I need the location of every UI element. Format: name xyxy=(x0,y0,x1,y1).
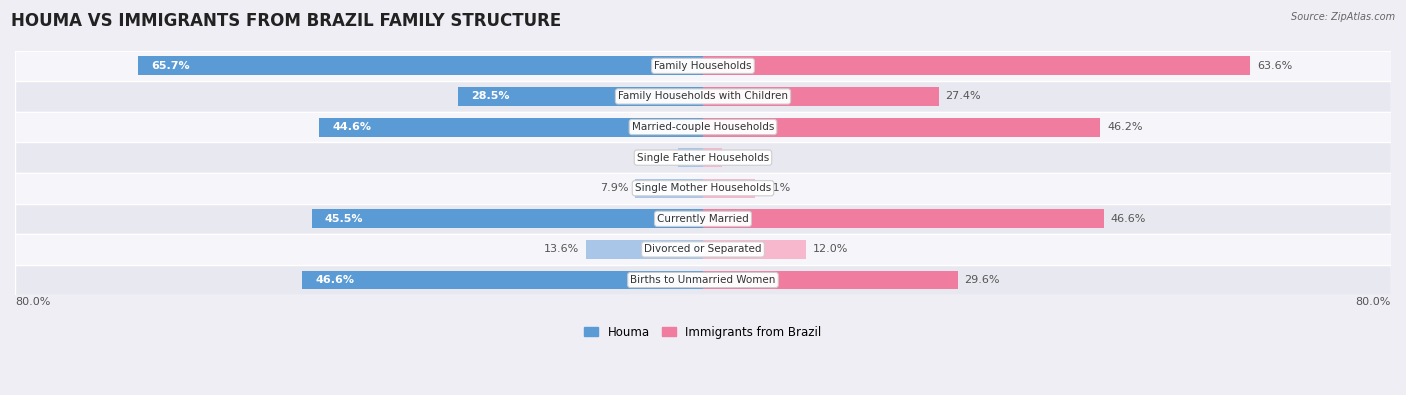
Text: Family Households: Family Households xyxy=(654,61,752,71)
Text: 2.2%: 2.2% xyxy=(728,152,758,163)
Bar xyxy=(703,118,1101,137)
Text: 46.6%: 46.6% xyxy=(315,275,354,285)
Bar xyxy=(15,173,1391,203)
Bar xyxy=(302,271,703,290)
Text: Source: ZipAtlas.com: Source: ZipAtlas.com xyxy=(1291,12,1395,22)
Text: HOUMA VS IMMIGRANTS FROM BRAZIL FAMILY STRUCTURE: HOUMA VS IMMIGRANTS FROM BRAZIL FAMILY S… xyxy=(11,12,561,30)
Bar xyxy=(458,87,703,106)
Bar xyxy=(15,234,1391,265)
Bar xyxy=(586,240,703,259)
Bar xyxy=(15,81,1391,112)
Text: 65.7%: 65.7% xyxy=(150,61,190,71)
Bar xyxy=(15,142,1391,173)
Bar xyxy=(703,148,721,167)
Text: 27.4%: 27.4% xyxy=(945,91,981,102)
Bar xyxy=(15,203,1391,234)
Text: 63.6%: 63.6% xyxy=(1257,61,1292,71)
Text: 29.6%: 29.6% xyxy=(965,275,1000,285)
Text: 12.0%: 12.0% xyxy=(813,245,848,254)
Text: Family Households with Children: Family Households with Children xyxy=(619,91,787,102)
Text: 45.5%: 45.5% xyxy=(325,214,363,224)
Text: 80.0%: 80.0% xyxy=(15,297,51,307)
Bar xyxy=(636,179,703,198)
Legend: Houma, Immigrants from Brazil: Houma, Immigrants from Brazil xyxy=(579,321,827,343)
Bar xyxy=(703,179,755,198)
Bar xyxy=(703,209,1104,228)
Bar xyxy=(703,271,957,290)
Text: 44.6%: 44.6% xyxy=(332,122,371,132)
Bar xyxy=(138,56,703,75)
Text: Currently Married: Currently Married xyxy=(657,214,749,224)
Text: Births to Unmarried Women: Births to Unmarried Women xyxy=(630,275,776,285)
Bar xyxy=(15,51,1391,81)
Text: 46.2%: 46.2% xyxy=(1107,122,1143,132)
Text: 80.0%: 80.0% xyxy=(1355,297,1391,307)
Text: 6.1%: 6.1% xyxy=(762,183,790,193)
Bar xyxy=(703,240,806,259)
Bar xyxy=(319,118,703,137)
Text: Divorced or Separated: Divorced or Separated xyxy=(644,245,762,254)
Text: Married-couple Households: Married-couple Households xyxy=(631,122,775,132)
Bar xyxy=(703,56,1250,75)
Bar xyxy=(312,209,703,228)
Bar xyxy=(678,148,703,167)
Text: 2.9%: 2.9% xyxy=(643,152,671,163)
Text: 13.6%: 13.6% xyxy=(544,245,579,254)
Bar xyxy=(15,112,1391,142)
Text: 7.9%: 7.9% xyxy=(600,183,628,193)
Bar xyxy=(703,87,939,106)
Text: Single Father Households: Single Father Households xyxy=(637,152,769,163)
Bar xyxy=(15,265,1391,295)
Text: 28.5%: 28.5% xyxy=(471,91,509,102)
Text: 46.6%: 46.6% xyxy=(1111,214,1146,224)
Text: Single Mother Households: Single Mother Households xyxy=(636,183,770,193)
